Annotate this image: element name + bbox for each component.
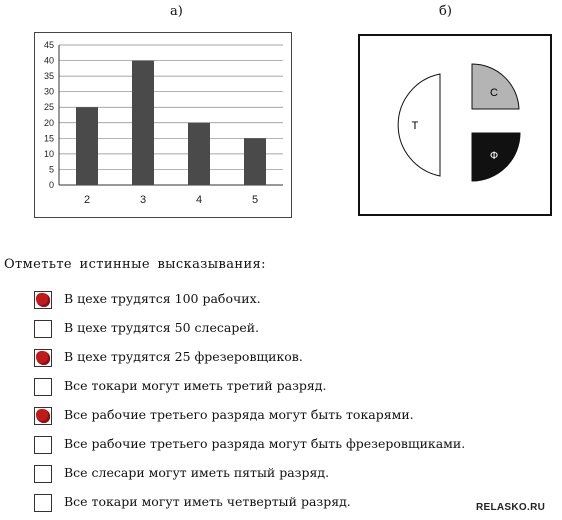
option-3[interactable]: В цехе трудятся 25 фрезеровщиков.: [34, 346, 465, 375]
venn-diagram: Т С Ф: [358, 34, 552, 216]
shape-t-label: Т: [412, 120, 419, 132]
panel-b-label: б): [439, 4, 452, 19]
option-3-text: В цехе трудятся 25 фрезеровщиков.: [64, 349, 303, 364]
shape-t: [397, 73, 441, 177]
x-tick-label: 4: [196, 194, 202, 206]
option-8[interactable]: Все токари могут иметь четвертый разряд.: [34, 491, 465, 520]
shape-c-label: С: [490, 87, 498, 99]
option-5-text: Все рабочие третьего разряда могут быть …: [64, 407, 414, 422]
options-list: В цехе трудятся 100 рабочих. В цехе труд…: [34, 288, 465, 520]
y-tick-label: 35: [44, 71, 54, 81]
diagram-svg: Т С Ф: [397, 63, 521, 182]
option-4[interactable]: Все токари могут иметь третий разряд.: [34, 375, 465, 404]
option-6[interactable]: Все рабочие третьего разряда могут быть …: [34, 433, 465, 462]
y-tick-label: 45: [44, 40, 54, 50]
bar-5: [244, 138, 266, 185]
option-1[interactable]: В цехе трудятся 100 рабочих.: [34, 288, 465, 317]
bar-4: [188, 122, 210, 185]
x-tick-label: 2: [84, 194, 90, 206]
option-5-checkbox[interactable]: [34, 407, 52, 425]
watermark: RELASKO.RU: [476, 502, 546, 513]
shape-f-label: Ф: [490, 150, 498, 162]
shape-f: [471, 132, 521, 182]
bar-2: [76, 107, 98, 185]
option-6-checkbox[interactable]: [34, 436, 52, 454]
y-tick-label: 20: [44, 118, 54, 128]
option-4-checkbox[interactable]: [34, 378, 52, 396]
bar-3: [132, 60, 154, 185]
option-5[interactable]: Все рабочие третьего разряда могут быть …: [34, 404, 465, 433]
y-tick-label: 5: [49, 164, 54, 174]
option-1-checkbox[interactable]: [34, 291, 52, 309]
y-tick-label: 0: [49, 180, 54, 190]
option-8-checkbox[interactable]: [34, 494, 52, 512]
option-7-checkbox[interactable]: [34, 465, 52, 483]
shape-c: [471, 63, 520, 110]
question-text: Отметьте истинные высказывания:: [4, 257, 266, 272]
panel-a-label: а): [170, 4, 183, 19]
option-7-text: Все слесари могут иметь пятый разряд.: [64, 465, 330, 480]
y-tick-label: 40: [44, 56, 54, 66]
bar-chart: 0 5 10 15 20 25 30 35 40 45 2 3 4 5: [34, 32, 292, 218]
option-3-checkbox[interactable]: [34, 349, 52, 367]
option-1-text: В цехе трудятся 100 рабочих.: [64, 291, 261, 306]
x-tick-label: 5: [252, 194, 258, 206]
option-2-checkbox[interactable]: [34, 320, 52, 338]
y-tick-label: 25: [44, 102, 54, 112]
option-7[interactable]: Все слесари могут иметь пятый разряд.: [34, 462, 465, 491]
y-tick-label: 10: [44, 149, 54, 159]
option-8-text: Все токари могут иметь четвертый разряд.: [64, 494, 351, 509]
option-2-text: В цехе трудятся 50 слесарей.: [64, 320, 260, 335]
option-6-text: Все рабочие третьего разряда могут быть …: [64, 436, 466, 451]
option-4-text: Все токари могут иметь третий разряд.: [64, 378, 327, 393]
x-tick-label: 3: [140, 194, 146, 206]
y-tick-label: 15: [44, 133, 54, 143]
y-tick-label: 30: [44, 87, 54, 97]
option-2[interactable]: В цехе трудятся 50 слесарей.: [34, 317, 465, 346]
